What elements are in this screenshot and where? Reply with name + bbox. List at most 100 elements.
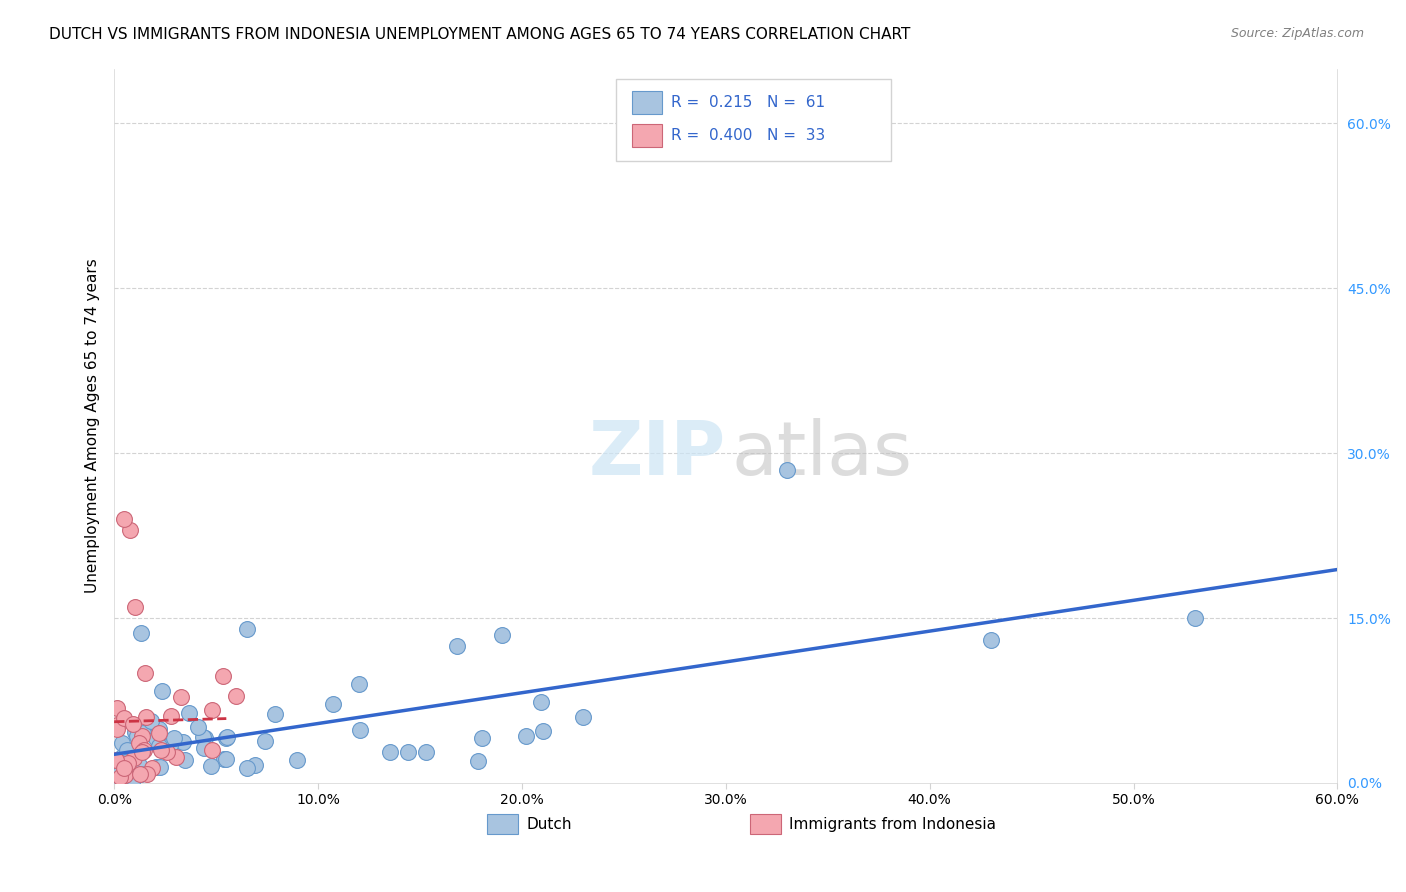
Point: [145, 731, 167, 745]
Point: [124, 725, 146, 739]
Point: [177, 706, 200, 720]
Text: Source: ZipAtlas.com: Source: ZipAtlas.com: [1230, 27, 1364, 40]
Point: [105, 718, 128, 732]
Point: [471, 731, 494, 745]
Point: [131, 729, 153, 743]
Point: [285, 752, 308, 766]
Point: [129, 767, 152, 781]
Point: [112, 512, 135, 526]
Bar: [751, 814, 780, 834]
Point: [107, 701, 129, 715]
Point: [530, 695, 553, 709]
Point: [111, 736, 134, 750]
Point: [215, 731, 238, 745]
Point: [128, 736, 150, 750]
Point: [117, 756, 139, 771]
Point: [187, 720, 209, 734]
Point: [122, 750, 145, 764]
Point: [150, 684, 173, 698]
Text: ZIP: ZIP: [589, 417, 725, 491]
Point: [215, 730, 238, 744]
Point: [148, 722, 170, 736]
Point: [114, 756, 136, 770]
Point: [159, 708, 181, 723]
Point: [134, 743, 156, 757]
Point: [132, 726, 155, 740]
Point: [135, 766, 157, 780]
Point: [200, 759, 222, 773]
Point: [122, 716, 145, 731]
Point: [776, 463, 799, 477]
Point: [149, 760, 172, 774]
Point: [159, 738, 181, 752]
Point: [105, 723, 128, 737]
Point: [148, 739, 170, 753]
Point: [128, 766, 150, 780]
Text: atlas: atlas: [733, 417, 912, 491]
Point: [169, 690, 191, 704]
Point: [110, 750, 132, 764]
Point: [378, 745, 401, 759]
Point: [201, 703, 224, 717]
Point: [120, 523, 142, 537]
Point: [155, 745, 177, 759]
Point: [531, 723, 554, 738]
Point: [121, 772, 143, 786]
Point: [145, 760, 167, 774]
Point: [141, 761, 163, 775]
Point: [322, 697, 344, 711]
Text: R =  0.215   N =  61: R = 0.215 N = 61: [671, 95, 825, 110]
Point: [131, 626, 153, 640]
Point: [128, 758, 150, 772]
Point: [491, 627, 513, 641]
FancyBboxPatch shape: [616, 79, 891, 161]
Y-axis label: Unemployment Among Ages 65 to 74 years: Unemployment Among Ages 65 to 74 years: [86, 259, 100, 593]
Text: Immigrants from Indonesia: Immigrants from Indonesia: [789, 817, 997, 832]
Point: [107, 764, 129, 779]
Bar: [631, 124, 662, 147]
Text: DUTCH VS IMMIGRANTS FROM INDONESIA UNEMPLOYMENT AMONG AGES 65 TO 74 YEARS CORREL: DUTCH VS IMMIGRANTS FROM INDONESIA UNEMP…: [49, 27, 911, 42]
Point: [148, 726, 170, 740]
Point: [191, 731, 214, 745]
Point: [235, 622, 257, 636]
Point: [245, 758, 267, 772]
Point: [214, 752, 236, 766]
Point: [212, 668, 235, 682]
Bar: [631, 91, 662, 113]
Point: [112, 711, 135, 725]
Point: [125, 729, 148, 743]
Point: [108, 770, 131, 784]
Point: [236, 760, 259, 774]
Point: [347, 677, 370, 691]
Point: [160, 739, 183, 753]
Point: [1184, 611, 1206, 625]
Point: [108, 772, 131, 787]
Point: [253, 734, 276, 748]
Point: [149, 743, 172, 757]
Point: [201, 743, 224, 757]
Text: R =  0.400   N =  33: R = 0.400 N = 33: [671, 128, 825, 144]
Point: [415, 745, 437, 759]
Point: [193, 741, 215, 756]
Point: [124, 600, 146, 615]
Point: [174, 753, 197, 767]
Point: [349, 723, 371, 737]
Text: Dutch: Dutch: [526, 817, 572, 832]
Point: [108, 766, 131, 780]
Point: [572, 710, 595, 724]
Point: [105, 753, 128, 767]
Bar: [488, 814, 517, 834]
Point: [172, 735, 194, 749]
Point: [194, 731, 217, 746]
Point: [515, 729, 537, 743]
Point: [165, 750, 187, 764]
Point: [980, 633, 1002, 648]
Point: [120, 753, 142, 767]
Point: [134, 666, 156, 681]
Point: [467, 754, 489, 768]
Point: [135, 710, 157, 724]
Point: [225, 689, 247, 703]
Point: [264, 707, 287, 722]
Point: [396, 745, 419, 759]
Point: [114, 768, 136, 782]
